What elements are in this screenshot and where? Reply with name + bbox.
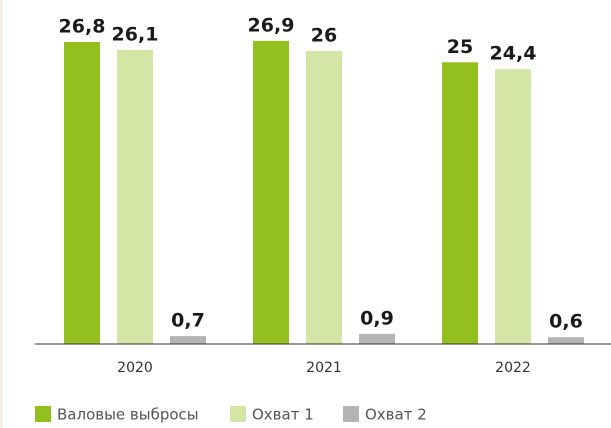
- data-label: 26,8: [59, 16, 106, 38]
- bar: [117, 49, 153, 344]
- data-label: 26,9: [248, 14, 295, 36]
- bar: [548, 337, 584, 344]
- bar: [170, 336, 206, 344]
- edge: [0, 0, 3, 428]
- bar: [253, 40, 289, 344]
- bar: [442, 62, 478, 345]
- data-label: 0,9: [360, 307, 394, 329]
- data-label: 24,4: [490, 43, 537, 65]
- data-label: 25: [447, 36, 473, 58]
- legend-swatch: [230, 406, 246, 422]
- legend-label: Валовые выбросы: [57, 406, 199, 424]
- legend-label: Охват 1: [252, 406, 314, 424]
- bar: [359, 333, 395, 344]
- legend-swatch: [35, 406, 51, 422]
- x-tick-label: 2020: [117, 360, 153, 376]
- x-tick-label: 2022: [495, 360, 531, 376]
- legend-swatch: [343, 406, 359, 422]
- bar: [64, 42, 100, 344]
- data-label: 26,1: [112, 23, 159, 45]
- bar: [306, 51, 342, 345]
- bar: [495, 69, 531, 345]
- data-label: 0,7: [171, 310, 205, 332]
- x-tick-label: 2021: [306, 360, 342, 376]
- data-label: 0,6: [549, 311, 583, 333]
- data-label: 26: [311, 25, 337, 47]
- legend-label: Охват 2: [365, 406, 427, 424]
